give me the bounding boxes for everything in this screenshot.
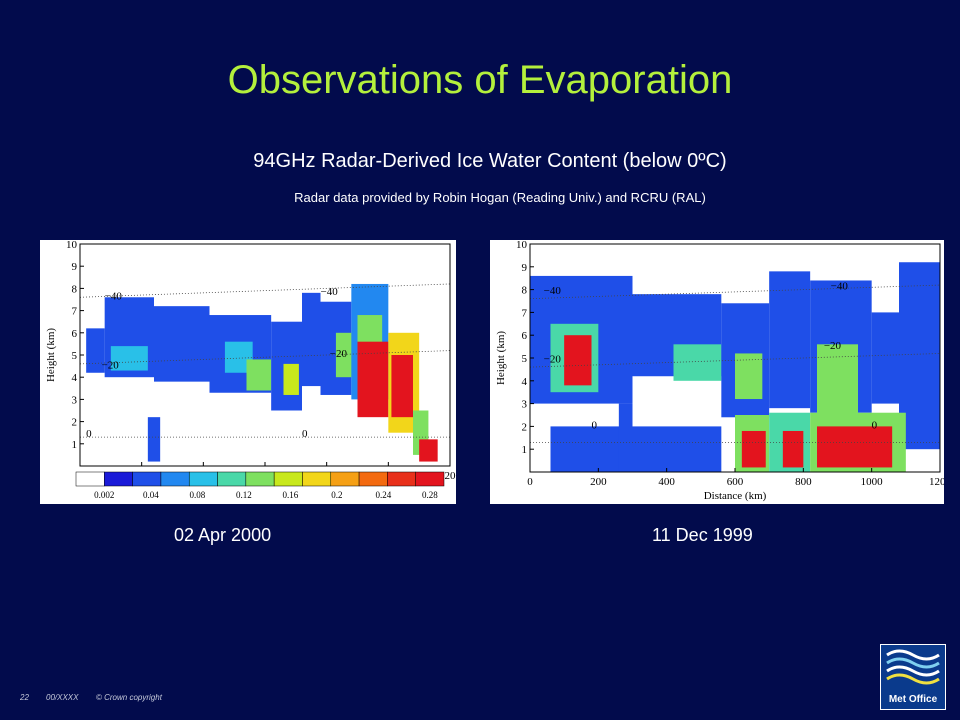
- iwc-cell: [817, 426, 892, 467]
- colorbar-tick-label: 0.002: [94, 490, 114, 500]
- iwc-cell: [817, 344, 858, 417]
- colorbar-swatch: [161, 472, 189, 486]
- iwc-cell: [872, 312, 899, 403]
- y-tick-label: 5: [522, 353, 528, 365]
- colorbar-swatch: [189, 472, 217, 486]
- iwc-cell: [619, 404, 633, 472]
- y-tick-label: 3: [72, 394, 78, 406]
- radar-panel-right: 1 2 3 4 5 6 7 8 9 10 0 200 400 600 800 1000 1200 Height (…: [490, 240, 944, 504]
- date-label-left: 02 Apr 2000: [174, 525, 271, 546]
- colorbar-swatch: [218, 472, 246, 486]
- slide-subtitle: 94GHz Radar-Derived Ice Water Content (b…: [0, 150, 960, 173]
- colorbar-swatch: [387, 472, 415, 486]
- colorbar-swatch: [76, 472, 104, 486]
- iwc-cell: [148, 417, 160, 461]
- contour-label: −20: [824, 340, 842, 352]
- x-tick-label: 0: [527, 476, 533, 488]
- y-tick-label: 7: [522, 307, 528, 319]
- colorbar-swatch: [274, 472, 302, 486]
- colorbar-tick-label: 0.2: [331, 490, 342, 500]
- iwc-cell: [564, 335, 591, 385]
- colorbar-swatch: [104, 472, 132, 486]
- colorbar-swatch: [359, 472, 387, 486]
- colorbar-swatch: [246, 472, 274, 486]
- y-tick-label: 2: [72, 417, 78, 429]
- contour-label: −40: [544, 285, 562, 297]
- y-tick-label: 9: [72, 261, 78, 273]
- iwc-cell: [742, 431, 766, 467]
- y-axis-label: Height (km): [495, 331, 507, 385]
- colorbar-swatch: [416, 472, 444, 486]
- date-label-right: 11 Dec 1999: [652, 525, 753, 546]
- data-credit: Radar data provided by Robin Hogan (Read…: [0, 190, 960, 205]
- iwc-cell: [419, 439, 438, 461]
- colorbar-tick-label: 0.24: [375, 490, 391, 500]
- colorbar-tick-label: 0.04: [143, 490, 159, 500]
- iwc-cell: [391, 355, 413, 417]
- contour-label: −20: [544, 354, 562, 366]
- x-tick-label: 600: [727, 476, 744, 488]
- contour-label: −40: [831, 281, 849, 293]
- y-tick-label: 9: [522, 262, 528, 274]
- iwc-cell: [302, 293, 321, 386]
- y-tick-label: 10: [516, 240, 528, 251]
- y-tick-label: 10: [66, 240, 78, 251]
- y-tick-label: 4: [72, 372, 78, 384]
- contour-label: −40: [105, 291, 123, 303]
- copyright: © Crown copyright: [96, 693, 162, 702]
- footer-date: 00/XXXX: [46, 693, 78, 702]
- colorbar-tick-label: 0.16: [282, 490, 298, 500]
- x-axis-label: Distance (km): [704, 490, 767, 502]
- iwc-cell: [674, 344, 722, 380]
- iwc-cell: [284, 364, 299, 395]
- isotherm-line: [80, 284, 450, 297]
- colorbar-swatch: [331, 472, 359, 486]
- colorbar-swatch: [133, 472, 161, 486]
- y-tick-label: 8: [522, 285, 528, 297]
- y-tick-label: 4: [522, 376, 528, 388]
- contour-label: −20: [102, 359, 120, 371]
- contour-label: 0: [86, 428, 92, 440]
- x-tick-label: 1000: [861, 476, 884, 488]
- radar-chart-left: 12345678910020040060080010001200Height (…: [40, 240, 456, 504]
- x-tick-label: 200: [590, 476, 607, 488]
- colorbar-tick-label: 0.28: [422, 490, 438, 500]
- iwc-cell: [735, 353, 762, 399]
- radar-chart-right: 1 2 3 4 5 6 7 8 9 10 0 200 400 600 800 1000 1200 Height (…: [490, 240, 944, 504]
- contour-label: 0: [302, 428, 308, 440]
- logo-label: Met Office: [881, 694, 945, 705]
- y-tick-label: 5: [72, 350, 78, 362]
- iwc-cell: [783, 431, 804, 467]
- contour-label: 0: [592, 420, 598, 432]
- colorbar-swatch: [302, 472, 330, 486]
- y-axis-label: Height (km): [45, 328, 57, 382]
- y-tick-label: 2: [522, 421, 528, 433]
- colorbar-tick-label: 0.08: [189, 490, 205, 500]
- iwc-cell: [769, 271, 810, 408]
- slide-title: Observations of Evaporation: [0, 58, 960, 103]
- y-tick-label: 8: [72, 283, 78, 295]
- iwc-cell: [551, 426, 722, 472]
- iwc-cell: [247, 359, 272, 390]
- contour-label: 0: [872, 420, 878, 432]
- y-tick-label: 3: [522, 399, 528, 411]
- y-tick-label: 6: [522, 330, 528, 342]
- radar-panel-left: 12345678910020040060080010001200Height (…: [40, 240, 456, 504]
- colorbar-tick-label: 0.12: [236, 490, 252, 500]
- x-tick-label: 800: [795, 476, 812, 488]
- wave-icon: [881, 645, 945, 691]
- x-tick-label: 400: [658, 476, 675, 488]
- met-office-logo: Met Office: [880, 644, 946, 710]
- page-number: 22: [20, 693, 29, 702]
- contour-label: −20: [330, 348, 348, 360]
- y-tick-label: 6: [72, 328, 78, 340]
- slide: Observations of Evaporation 94GHz Radar-…: [0, 0, 960, 720]
- x-tick-label: 1200: [929, 476, 944, 488]
- iwc-cell: [154, 306, 210, 381]
- y-tick-label: 1: [72, 439, 78, 451]
- contour-label: −40: [321, 286, 339, 298]
- y-tick-label: 7: [72, 306, 78, 318]
- y-tick-label: 1: [522, 444, 528, 456]
